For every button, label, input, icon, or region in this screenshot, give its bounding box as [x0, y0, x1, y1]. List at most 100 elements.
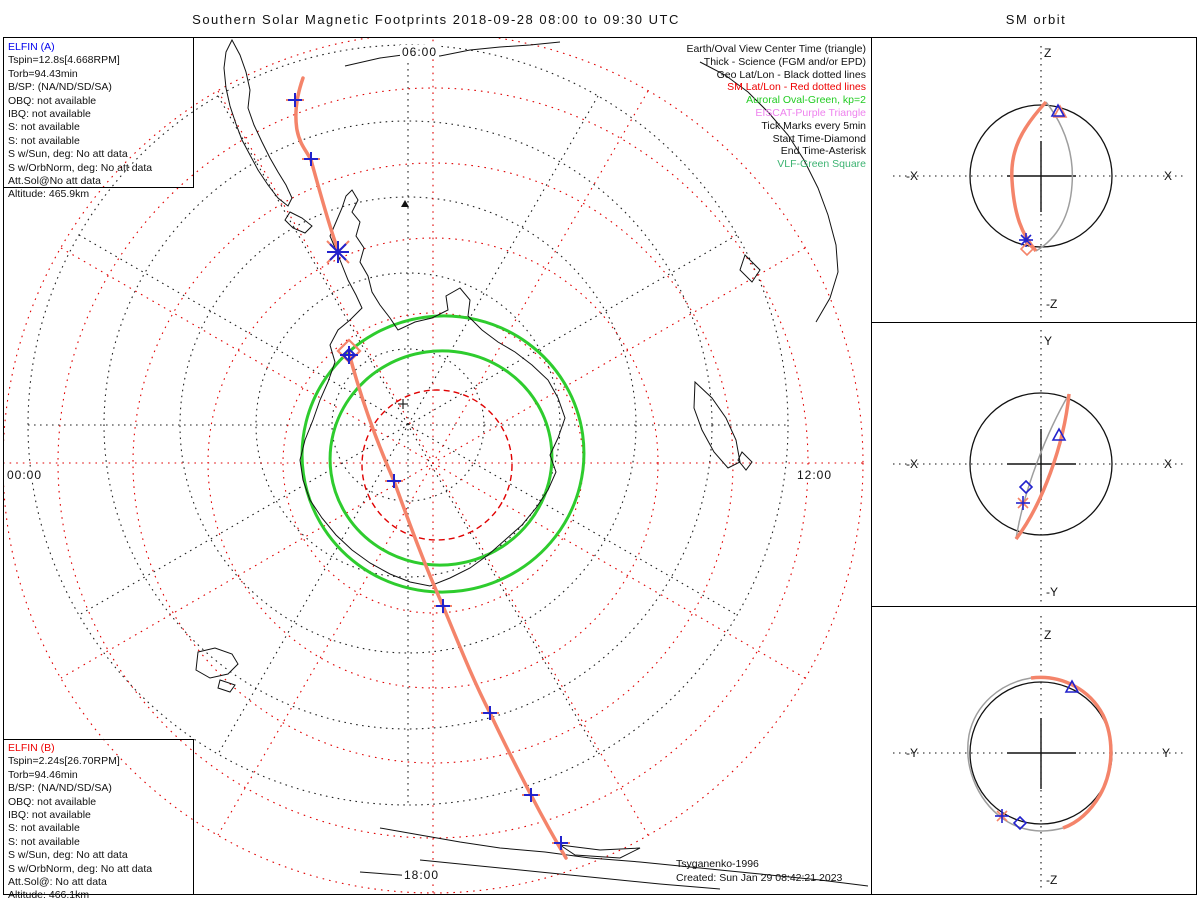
sm-graticule	[3, 37, 864, 894]
track-segment-end	[294, 76, 340, 252]
panel3-orbit-near	[1030, 675, 1113, 830]
sm-orbit-panel-xy: Y -Y -X X	[893, 330, 1187, 602]
track-segment-start	[347, 351, 568, 860]
panel3-orbit-far	[967, 677, 1064, 832]
panel3-center-cross	[1007, 718, 1076, 789]
panel2-earth	[969, 392, 1113, 536]
panel1-label-top: Z	[1044, 46, 1051, 60]
island-right	[739, 254, 761, 283]
geo-meridians	[28, 45, 788, 805]
model-name: Tsyganenko-1996	[676, 858, 759, 870]
polar-map	[3, 37, 869, 894]
panel1-label-right: X	[1164, 169, 1172, 183]
time-label-0600: 06:00	[400, 45, 440, 59]
map-legend: Earth/Oval View Center Time (triangle) T…	[520, 43, 866, 171]
coast-bottom-2	[419, 859, 721, 890]
panel-separator-1	[871, 322, 1197, 323]
panel-separator-2	[871, 606, 1197, 607]
time-label-1800: 18:00	[402, 868, 442, 882]
elfin-a-info: ELFIN (A) Tspin=12.8s[4.668RPM] Torb=94.…	[8, 41, 152, 202]
elfin-a-line: S w/OrbNorm, deg: No att data	[8, 161, 153, 174]
elfin-a-line: OBQ: not available	[8, 94, 97, 107]
elfin-b-line: S w/Sun, deg: No att data	[8, 849, 128, 862]
elfin-b-line: OBQ: not available	[8, 795, 97, 808]
panel3-triangle	[1064, 679, 1080, 693]
elfin-b-info: ELFIN (B) Tspin=2.24s[26.70RPM] Torb=94.…	[8, 742, 152, 900]
elfin-a-line: IBQ: not available	[8, 108, 91, 121]
top-border	[3, 37, 1197, 38]
start-time-diamond	[336, 338, 362, 364]
panel1-triangle	[1050, 103, 1066, 117]
panel1-axes	[893, 46, 1187, 318]
islet-mid-right	[737, 451, 753, 471]
geo-pole-cross	[398, 399, 408, 409]
credits: Tsyganenko-1996 Created: Sun Jan 29 08:4…	[676, 858, 842, 885]
legend-item: EISCAT-Purple Triangle	[755, 106, 866, 119]
antarctica-outline	[299, 189, 566, 587]
elfin-b-line: Torb=94.46min	[8, 768, 78, 781]
geo-graticule	[27, 44, 789, 806]
time-label-1200: 12:00	[795, 468, 835, 482]
panel2-asterisk	[1016, 496, 1030, 510]
sm-orbit-panel-xz: Z -Z -X X	[893, 46, 1187, 318]
legend-item: Earth/Oval View Center Time (triangle)	[686, 43, 866, 55]
elfin-b-line: S w/OrbNorm, deg: No att data	[8, 862, 153, 875]
panel3-diamond	[1012, 815, 1028, 831]
sm-orbit-panel-yz: Z -Z -Y Y	[893, 616, 1187, 890]
legend-item: Start Time-Diamond	[772, 132, 866, 145]
elfin-a-title: ELFIN (A)	[8, 41, 55, 53]
panel1-center-cross	[1007, 141, 1076, 212]
legend-item: Auroral Oval-Green, kp=2	[746, 94, 866, 107]
auroral-oval-outer	[300, 314, 586, 594]
elfin-b-line: Att.Sol@: No att data	[8, 876, 107, 889]
panel2-orbit-near	[1014, 393, 1071, 541]
created-timestamp: Created: Sun Jan 29 08:42:21 2023	[676, 871, 843, 884]
end-time-asterisk	[326, 240, 350, 264]
panel2-diamond	[1018, 479, 1034, 495]
auroral-oval	[300, 314, 586, 594]
panel2-label-bottom: -Y	[1046, 585, 1058, 599]
coast-bottom-island	[559, 844, 641, 859]
legend-item: Geo Lat/Lon - Black dotted lines	[716, 68, 866, 81]
elfin-a-line: Tspin=12.8s[4.668RPM]	[8, 54, 120, 67]
south-america-tip	[223, 38, 293, 207]
panel2-axes	[893, 330, 1187, 602]
panel1-diamond	[1019, 241, 1035, 257]
elfin-a-line: S: not available	[8, 134, 80, 147]
elfin-a-line: Altitude: 465.9km	[8, 188, 90, 201]
track-ticks	[286, 93, 570, 850]
sm-inner-circle	[361, 389, 513, 541]
panel2-label-right: X	[1164, 457, 1172, 471]
footprint-track	[294, 76, 568, 860]
auroral-oval-inner	[328, 349, 554, 567]
bottom-border	[3, 894, 1197, 895]
legend-item: Thick - Science (FGM and/or EPD)	[703, 55, 866, 68]
orbit-title: SM orbit	[1005, 12, 1067, 27]
panel2-orbit-far	[1015, 393, 1070, 540]
panel2-label-top: Y	[1044, 334, 1052, 348]
map-panel-divider	[871, 37, 872, 895]
panel1-label-left: -X	[906, 169, 918, 183]
panel1-label-bottom: -Z	[1046, 297, 1057, 311]
panel1-orbit-near	[1010, 100, 1048, 253]
map-title: Southern Solar Magnetic Footprints 2018-…	[192, 12, 680, 27]
panel3-label-bottom: -Z	[1046, 873, 1057, 887]
panel3-axes	[893, 616, 1187, 890]
elfin-b-line: IBQ: not available	[8, 809, 91, 822]
view-center-time-triangle	[401, 200, 409, 207]
coastlines	[195, 38, 869, 890]
panel1-orbit-far	[1035, 101, 1074, 252]
elfin-b-line: S: not available	[8, 822, 80, 835]
panel3-label-top: Z	[1044, 628, 1051, 642]
elfin-b-line: B/SP: (NA/ND/SD/SA)	[8, 782, 112, 795]
elfin-b-line: S: not available	[8, 835, 80, 848]
legend-item: SM Lat/Lon - Red dotted lines	[727, 81, 866, 94]
island-mid-right	[693, 380, 741, 469]
panel2-label-left: -X	[906, 457, 918, 471]
coast-top-right	[699, 61, 839, 323]
legend-item: End Time-Asterisk	[780, 145, 866, 158]
sm-meridians	[3, 37, 863, 893]
coast-top	[344, 41, 561, 67]
